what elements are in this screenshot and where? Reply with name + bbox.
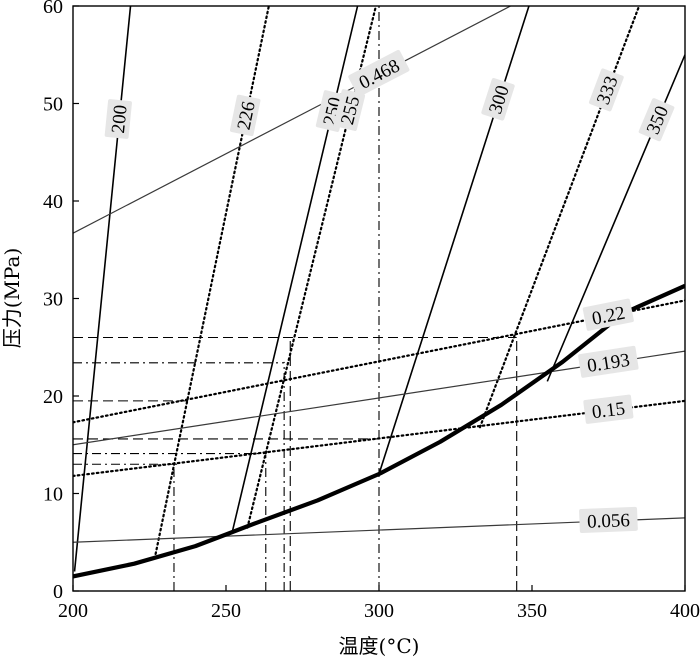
isoline-0.22 xyxy=(73,299,685,424)
isoline-label-text: 200 xyxy=(108,104,132,134)
isoline-label-0.22: 0.22 xyxy=(582,298,634,331)
y-tick-label: 10 xyxy=(43,484,63,506)
isoline-label-background xyxy=(579,506,638,533)
isoline-label-background xyxy=(333,89,366,131)
x-tick-label: 350 xyxy=(517,600,547,622)
saturation-curve-layer xyxy=(73,283,685,579)
isoline-label-background xyxy=(588,68,624,112)
reference-lines xyxy=(73,6,518,591)
isoline-label-text: 0.056 xyxy=(587,510,631,533)
isoline-label-background xyxy=(583,394,634,424)
x-tick-label: 400 xyxy=(670,600,700,622)
x-axis-title: 温度(°C) xyxy=(339,634,420,658)
isoline-label-226: 226 xyxy=(229,94,261,137)
isoline-label-background xyxy=(582,298,634,331)
isoline-0.15 xyxy=(73,399,685,478)
isoline-label-200: 200 xyxy=(104,99,132,139)
isoline-label-300: 300 xyxy=(481,78,515,121)
y-tick-label: 50 xyxy=(43,94,63,116)
isoline-label-333: 333 xyxy=(588,68,624,112)
y-axis-title: 压力(MPa) xyxy=(0,248,24,349)
saturation-curve xyxy=(73,283,685,579)
isoline-label-background xyxy=(578,345,639,378)
isoline-label-350: 350 xyxy=(638,98,675,142)
isoline-label-background xyxy=(481,78,515,121)
axes: 200 250 300 350 400 0 10 20 30 40 50 60 xyxy=(43,0,700,622)
isoline-label-text: 0.15 xyxy=(591,398,627,423)
y-tick-label: 40 xyxy=(43,191,63,213)
isoline-0.468 xyxy=(73,6,511,234)
isoline-label-0.15: 0.15 xyxy=(583,394,634,424)
y-tick-label: 20 xyxy=(43,386,63,408)
isoline-label-0.193: 0.193 xyxy=(578,345,639,378)
isoline-label-background xyxy=(638,98,675,142)
isoline-label-0.056: 0.056 xyxy=(579,506,638,533)
x-tick-label: 300 xyxy=(364,600,394,622)
y-tick-label: 30 xyxy=(43,289,63,311)
y-tick-label: 0 xyxy=(53,581,63,603)
isoline-label-background xyxy=(104,99,132,139)
isoline-200 xyxy=(73,6,132,572)
isoline-label-background xyxy=(229,94,261,137)
x-tick-label: 200 xyxy=(58,600,88,622)
y-tick-label: 60 xyxy=(43,0,63,18)
isoline-226 xyxy=(154,6,270,556)
isoline-label-text: 226 xyxy=(234,100,260,132)
isoline-label-background xyxy=(348,49,410,97)
x-tick-label: 250 xyxy=(211,600,241,622)
